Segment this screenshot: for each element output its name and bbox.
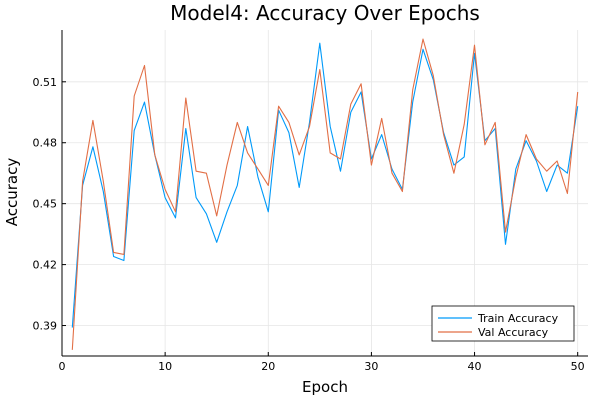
- x-tick-label: 40: [468, 360, 482, 373]
- series-lines: [71, 38, 579, 350]
- series-line-train-accuracy: [71, 42, 579, 328]
- axes: [61, 30, 588, 357]
- chart-title: Model4: Accuracy Over Epochs: [170, 1, 480, 25]
- legend-label-train-accuracy: Train Accuracy: [477, 312, 559, 325]
- y-axis-label: Accuracy: [3, 158, 21, 227]
- x-tick-label: 30: [364, 360, 378, 373]
- x-tick-label: 50: [571, 360, 585, 373]
- series-line-val-accuracy: [71, 38, 579, 350]
- y-tick-label: 0.45: [33, 198, 58, 211]
- y-tick-label: 0.42: [33, 259, 58, 272]
- y-tick-label: 0.39: [33, 320, 58, 333]
- x-tick-label: 10: [158, 360, 172, 373]
- x-axis-label: Epoch: [302, 378, 348, 396]
- tick-labels: 0 10 20 30 40 50 0.39 0.42 0.45 0.48 0.51: [33, 76, 585, 373]
- x-tick-label: 0: [59, 360, 66, 373]
- legend-box: [431, 305, 575, 342]
- y-tick-label: 0.48: [33, 137, 58, 150]
- grid: [61, 30, 588, 356]
- legend-label-val-accuracy: Val Accuracy: [478, 326, 549, 339]
- y-tick-label: 0.51: [33, 76, 58, 89]
- x-tick-label: 20: [261, 360, 275, 373]
